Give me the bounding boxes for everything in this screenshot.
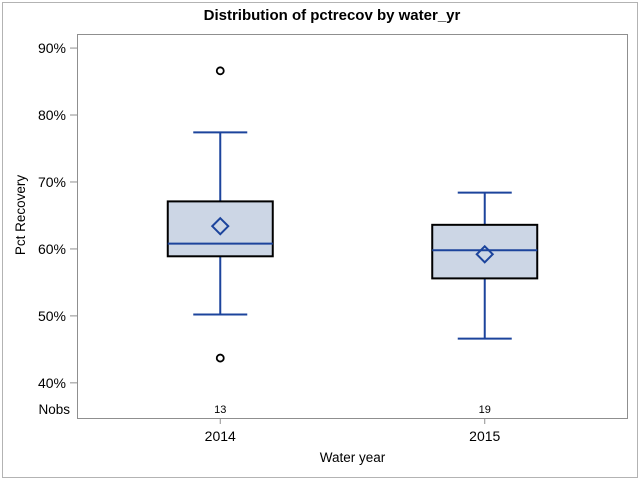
iqr-box <box>431 223 539 280</box>
iqr-box <box>166 200 274 258</box>
outlier-point <box>215 353 225 363</box>
nobs-value: 13 <box>214 404 227 416</box>
x-category-label: 2015 <box>469 428 501 444</box>
x-category-label: 2014 <box>204 428 236 444</box>
nobs-row-label: Nobs <box>38 402 70 417</box>
chart-title: Distribution of pctrecov by water_yr <box>203 7 461 24</box>
x-axis-title: Water year <box>319 450 386 465</box>
y-tick-label: 60% <box>37 240 66 257</box>
y-tick-label: 70% <box>37 173 66 190</box>
mean-diamond <box>210 216 230 236</box>
plot-area <box>77 34 628 419</box>
outlier-point <box>215 66 225 76</box>
y-tick-label: 50% <box>37 307 66 324</box>
mean-diamond <box>475 244 495 264</box>
y-tick-label: 80% <box>37 107 66 124</box>
y-tick-label: 90% <box>37 40 66 57</box>
y-tick-label: 40% <box>37 374 66 391</box>
nobs-value: 19 <box>478 404 491 416</box>
